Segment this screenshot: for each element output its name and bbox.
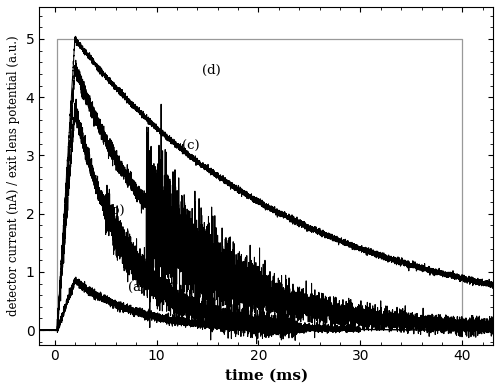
Text: (a): (a) bbox=[128, 282, 146, 295]
Y-axis label: detector current (nA) / exit lens potential (a.u.): detector current (nA) / exit lens potent… bbox=[7, 35, 20, 316]
X-axis label: time (ms): time (ms) bbox=[224, 369, 308, 383]
Text: (c): (c) bbox=[182, 140, 200, 152]
Text: (b): (b) bbox=[106, 204, 124, 216]
Text: (d): (d) bbox=[202, 64, 221, 77]
